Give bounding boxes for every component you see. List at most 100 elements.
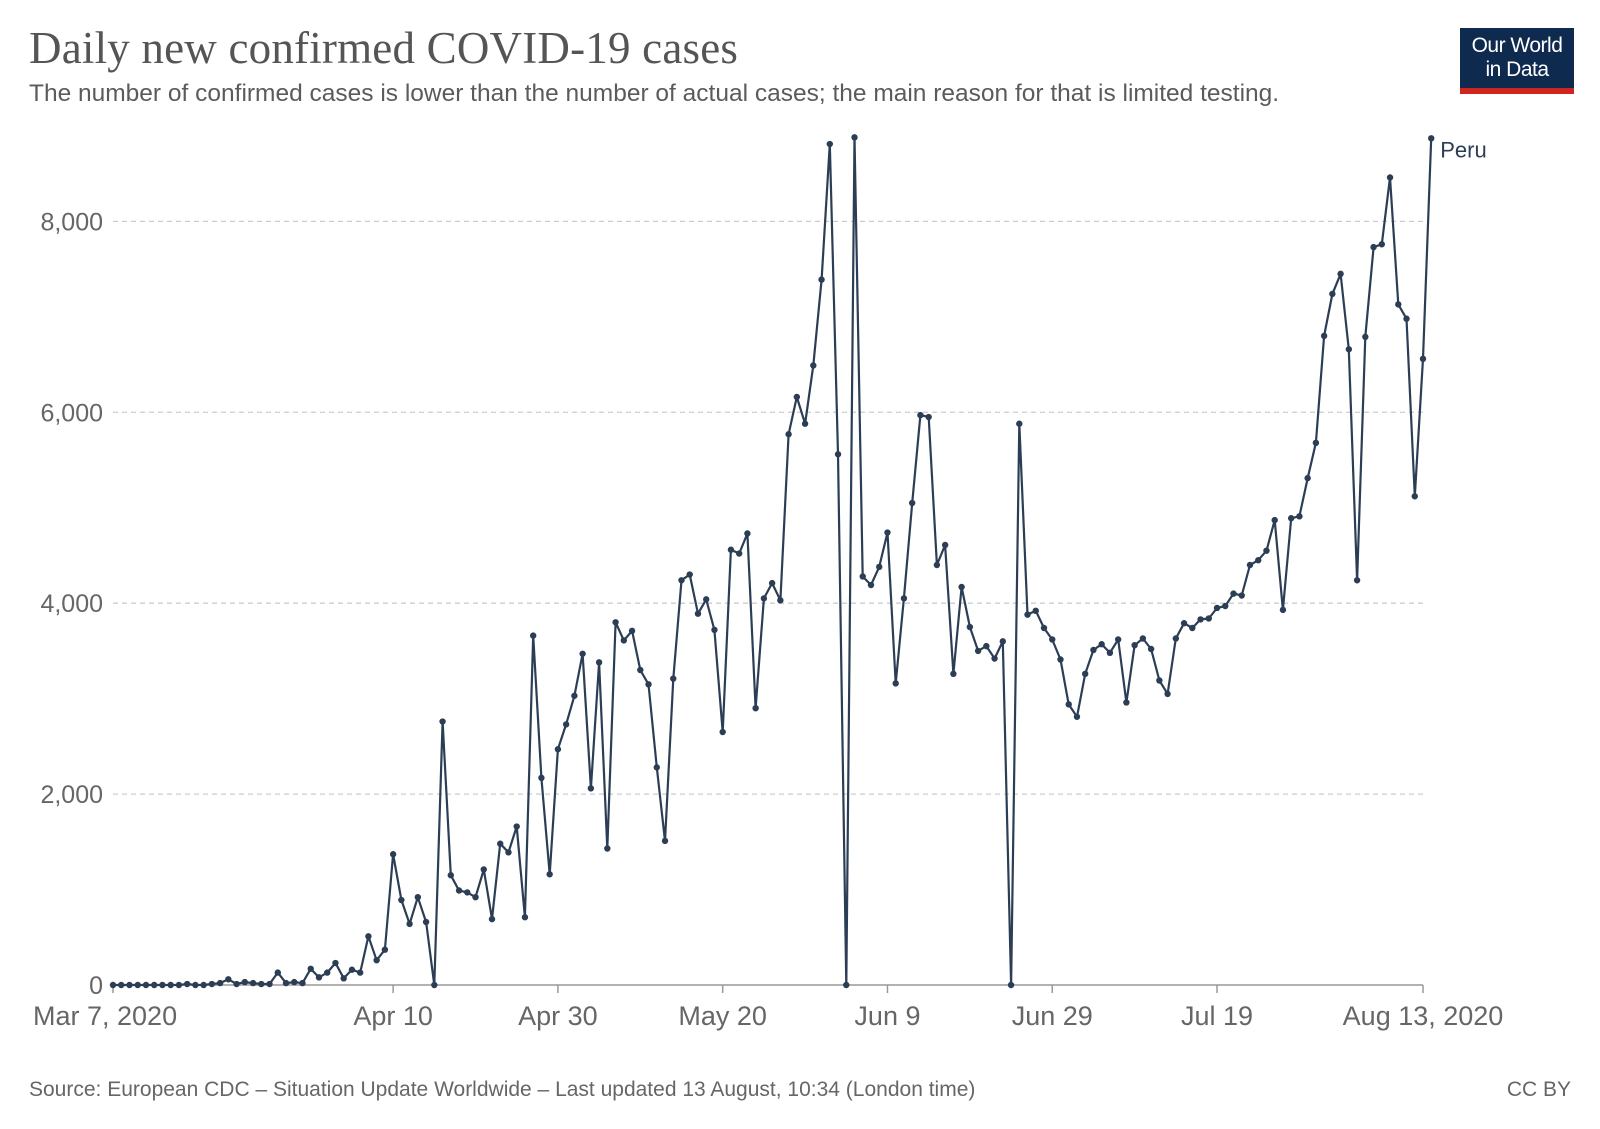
data-point (398, 896, 405, 904)
data-point (216, 979, 224, 987)
data-point (1230, 590, 1237, 597)
data-point (1156, 677, 1163, 684)
data-point (291, 978, 298, 986)
data-point (455, 887, 463, 894)
data-point (1016, 420, 1023, 427)
data-point (1040, 624, 1048, 632)
data-point (892, 680, 899, 687)
chart-subtitle: The number of confirmed cases is lower t… (29, 80, 1280, 107)
y-tick-label: 6,000 (40, 399, 103, 427)
data-point (258, 980, 265, 988)
logo-line-2: in Data (1485, 58, 1549, 81)
data-point (1147, 645, 1155, 653)
data-point (1329, 290, 1336, 298)
data-point (1180, 620, 1188, 627)
x-tick-label: Jun 29 (1012, 1001, 1093, 1031)
data-point (595, 659, 603, 666)
data-point (118, 981, 125, 989)
data-point (159, 981, 166, 989)
data-point (1049, 636, 1056, 643)
data-point (183, 980, 191, 988)
data-point (1057, 656, 1064, 663)
data-point (225, 976, 232, 983)
data-point (1337, 270, 1344, 278)
data-point (670, 675, 677, 682)
data-point (637, 666, 644, 674)
x-tick-label: Jun 9 (854, 1001, 920, 1031)
data-point (1255, 557, 1262, 564)
data-point (208, 980, 216, 988)
data-point (175, 981, 183, 989)
data-point (1222, 602, 1229, 610)
data-point (356, 969, 364, 976)
data-point (1024, 611, 1031, 618)
data-point (1073, 713, 1081, 720)
data-point (958, 583, 965, 591)
data-point (1386, 174, 1394, 181)
data-point (1287, 515, 1295, 522)
data-point (612, 619, 619, 626)
chart-title: Daily new confirmed COVID-19 cases (29, 23, 739, 73)
data-point (628, 627, 636, 635)
data-point (1106, 649, 1114, 657)
y-tick-label: 2,000 (40, 781, 103, 809)
data-point (1362, 333, 1369, 341)
series-group: Peru (109, 134, 1487, 989)
data-point (1345, 346, 1353, 353)
data-point (1246, 561, 1254, 569)
data-point (274, 969, 281, 976)
data-point (908, 499, 916, 507)
data-point (645, 681, 652, 688)
data-point (571, 692, 578, 699)
data-point (867, 581, 875, 589)
data-point (505, 849, 512, 856)
y-tick-label: 4,000 (40, 590, 103, 618)
data-point (752, 704, 759, 712)
owid-logo[interactable]: Our World in Data (1460, 28, 1574, 94)
data-point (933, 561, 941, 569)
data-point (1065, 701, 1072, 708)
data-point (1114, 636, 1122, 643)
y-axis: 0 2,000 4,000 6,000 8,000 (40, 208, 103, 1000)
data-point (1131, 641, 1138, 649)
data-point (497, 840, 504, 847)
data-point (365, 933, 372, 940)
data-point (1279, 606, 1287, 614)
data-point (777, 597, 784, 604)
x-tick-label: Apr 10 (353, 1001, 433, 1031)
data-point (109, 981, 117, 989)
data-point (554, 746, 562, 753)
data-point (1411, 493, 1418, 500)
data-point (299, 979, 306, 987)
data-point (282, 979, 290, 987)
data-point (431, 981, 438, 989)
data-point (562, 721, 570, 728)
data-point (1164, 690, 1171, 698)
data-point (1032, 607, 1039, 615)
data-point (233, 980, 240, 988)
data-point (513, 823, 520, 830)
data-point (1205, 615, 1212, 622)
gridlines (113, 220, 1423, 795)
license-link[interactable]: CC BY (1506, 1078, 1571, 1101)
data-point (1172, 635, 1180, 642)
data-point (1304, 474, 1311, 482)
data-point (192, 981, 199, 989)
data-point (373, 956, 380, 964)
data-point (1320, 332, 1328, 340)
data-point (1238, 592, 1245, 599)
data-point (653, 764, 660, 771)
data-point (678, 577, 685, 584)
data-point (1197, 616, 1204, 623)
data-point (941, 541, 949, 549)
data-point (150, 981, 158, 989)
y-tick-label: 8,000 (40, 208, 103, 236)
data-point (785, 431, 792, 438)
data-point (719, 728, 726, 736)
data-point (167, 981, 174, 989)
data-point (1098, 641, 1105, 648)
data-point (1370, 243, 1377, 251)
data-point (900, 595, 908, 602)
data-point (249, 979, 257, 987)
